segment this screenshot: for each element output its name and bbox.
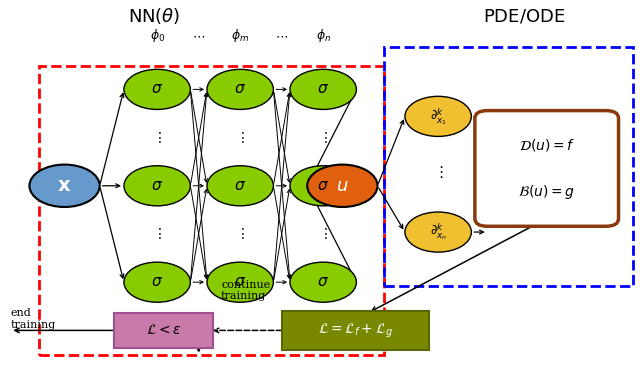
Text: $\mathrm{NN}(\theta)$: $\mathrm{NN}(\theta)$ — [128, 6, 180, 26]
Text: $u$: $u$ — [336, 177, 349, 195]
Circle shape — [207, 262, 273, 302]
Circle shape — [124, 262, 190, 302]
Text: $\sigma$: $\sigma$ — [317, 179, 329, 193]
Text: $\sigma$: $\sigma$ — [317, 82, 329, 96]
Circle shape — [405, 96, 471, 137]
Circle shape — [124, 69, 190, 110]
Text: $\vdots$: $\vdots$ — [152, 130, 162, 145]
Circle shape — [207, 166, 273, 206]
Text: $\sigma$: $\sigma$ — [151, 275, 163, 289]
Text: $\sigma$: $\sigma$ — [151, 179, 163, 193]
Text: $\cdots$: $\cdots$ — [275, 29, 288, 42]
Circle shape — [290, 262, 356, 302]
Text: end
training: end training — [10, 308, 56, 330]
Circle shape — [290, 166, 356, 206]
Text: $\sigma$: $\sigma$ — [151, 82, 163, 96]
Text: $\mathcal{L} = \mathcal{L}_f + \mathcal{L}_g$: $\mathcal{L} = \mathcal{L}_f + \mathcal{… — [317, 321, 392, 339]
Text: $\vdots$: $\vdots$ — [318, 226, 328, 241]
Circle shape — [307, 164, 378, 207]
Text: $\sigma$: $\sigma$ — [317, 275, 329, 289]
Text: continue
training: continue training — [221, 280, 270, 301]
Circle shape — [290, 69, 356, 110]
Text: $\sigma$: $\sigma$ — [234, 275, 246, 289]
Circle shape — [207, 69, 273, 110]
Text: $\mathbf{x}$: $\mathbf{x}$ — [58, 177, 72, 195]
Text: $\partial^k_{x_1}$: $\partial^k_{x_1}$ — [429, 106, 447, 127]
Text: $\sigma$: $\sigma$ — [234, 179, 246, 193]
Text: $\vdots$: $\vdots$ — [318, 130, 328, 145]
FancyBboxPatch shape — [475, 111, 618, 226]
Text: $\partial^k_{x_n}$: $\partial^k_{x_n}$ — [429, 222, 447, 243]
Circle shape — [405, 212, 471, 252]
Text: $\cdots$: $\cdots$ — [192, 29, 205, 42]
Text: $\vdots$: $\vdots$ — [236, 226, 245, 241]
Text: $\phi_m$: $\phi_m$ — [231, 27, 249, 44]
FancyBboxPatch shape — [114, 313, 213, 348]
Text: $\mathcal{B}(u) = g$: $\mathcal{B}(u) = g$ — [518, 183, 575, 200]
Text: $\mathcal{L} < \epsilon$: $\mathcal{L} < \epsilon$ — [146, 324, 181, 337]
FancyBboxPatch shape — [282, 311, 429, 350]
Circle shape — [29, 164, 100, 207]
Text: $\vdots$: $\vdots$ — [236, 130, 245, 145]
Text: $\sigma$: $\sigma$ — [234, 82, 246, 96]
Text: $\phi_n$: $\phi_n$ — [316, 27, 331, 44]
Text: $\mathrm{PDE/ODE}$: $\mathrm{PDE/ODE}$ — [483, 7, 566, 25]
Text: $\vdots$: $\vdots$ — [152, 226, 162, 241]
Circle shape — [124, 166, 190, 206]
Text: $\mathcal{D}(u) = f$: $\mathcal{D}(u) = f$ — [518, 137, 575, 153]
Text: $\vdots$: $\vdots$ — [433, 164, 444, 180]
Text: $\phi_0$: $\phi_0$ — [150, 27, 164, 44]
